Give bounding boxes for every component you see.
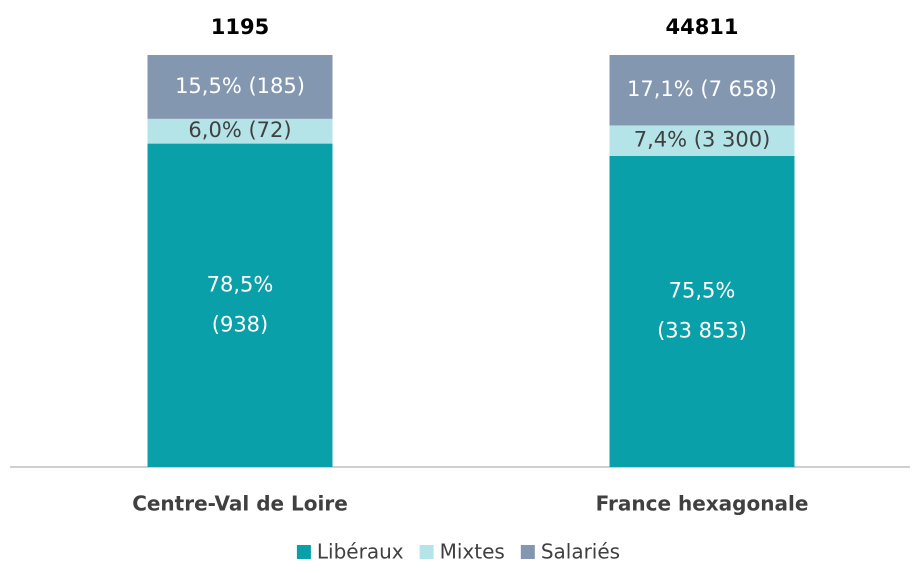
legend-label: Salariés: [541, 540, 620, 564]
total-label: 1195: [211, 15, 269, 39]
legend-swatch: [296, 545, 311, 559]
bar-segment: [609, 125, 795, 156]
data-label: 6,0% (72): [188, 118, 291, 142]
legend-swatch: [520, 545, 535, 559]
data-label: 7,4% (3 300): [634, 128, 771, 152]
legend: Libéraux Mixtes Salariés: [296, 540, 620, 564]
data-label: 15,5% (185): [175, 74, 305, 98]
bar-segment: [147, 143, 333, 467]
legend-swatch: [419, 545, 434, 559]
total-label: 44811: [665, 15, 738, 39]
legend-label: Libéraux: [317, 540, 404, 564]
data-label: 17,1% (7 658): [627, 77, 777, 101]
data-label: 78,5% (938): [207, 272, 274, 336]
bar-segment: [609, 55, 795, 126]
bar-segment: [609, 155, 795, 467]
data-label: 75,5% (33 853): [657, 278, 747, 342]
x-tick-label: Centre-Val de Loire: [132, 492, 348, 516]
bar-segment: [147, 55, 333, 119]
bar-segment: [147, 118, 333, 144]
x-tick-label: France hexagonale: [596, 492, 809, 516]
legend-label: Mixtes: [440, 540, 505, 564]
